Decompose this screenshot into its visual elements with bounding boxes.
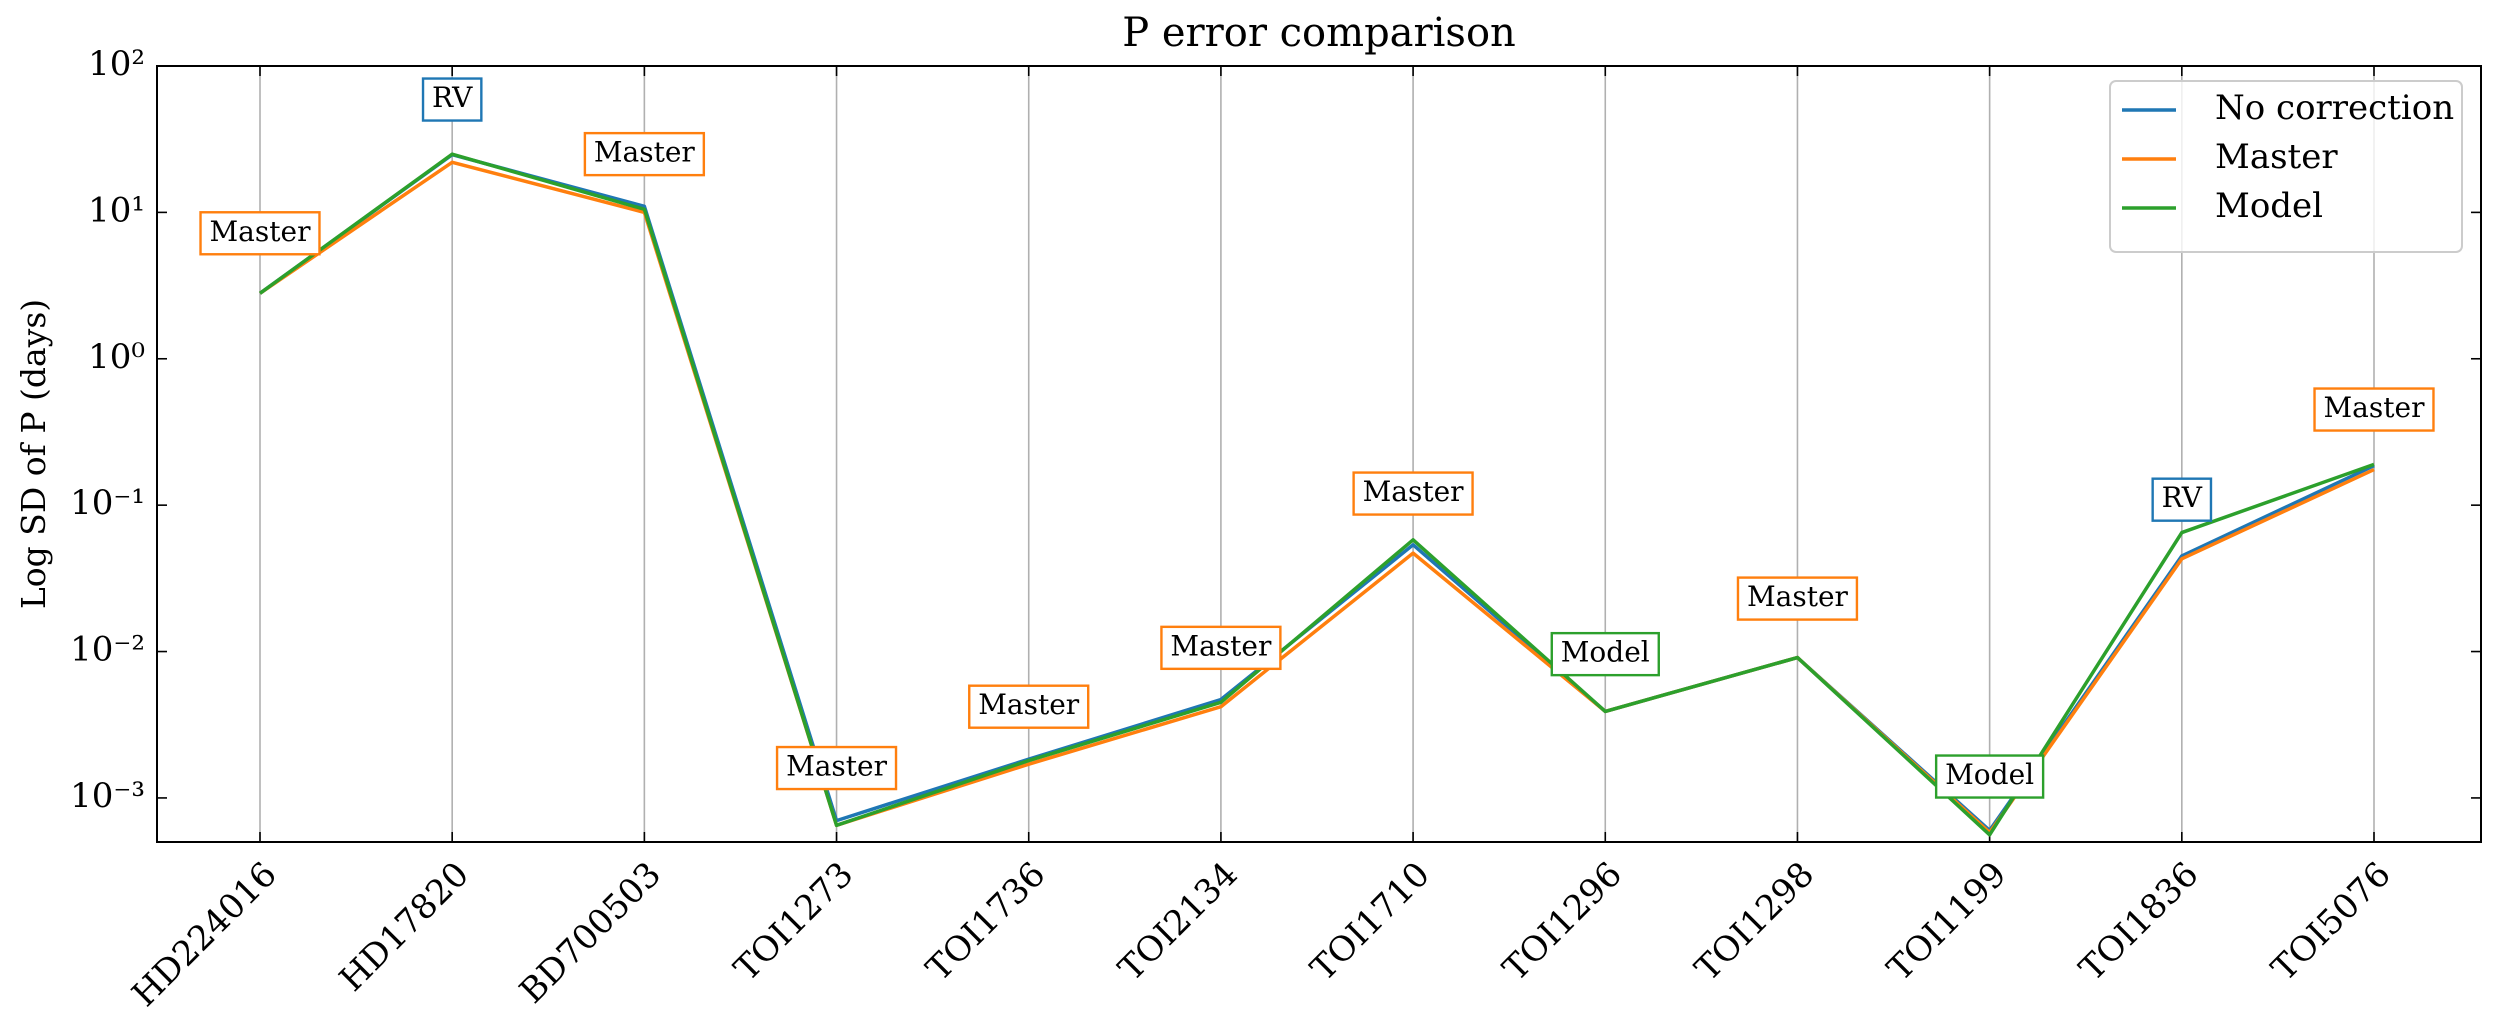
annotation-label: RV xyxy=(2162,481,2203,514)
annotation-box xyxy=(1160,625,1282,671)
annotation-label: Master xyxy=(786,750,888,783)
x-tick-label: TOI1199 xyxy=(1880,854,2015,989)
y-tick-label: 10¹ xyxy=(88,190,145,230)
annotation: RV xyxy=(2151,477,2213,522)
annotation: Master xyxy=(1352,471,1474,516)
annotation: Master xyxy=(2313,387,2435,432)
annotation-box xyxy=(1934,754,2045,799)
annotation-box xyxy=(583,131,706,177)
x-tick-label: TOI5076 xyxy=(2264,854,2399,989)
x-tick-label: TOI2134 xyxy=(1111,854,1246,989)
annotation-label: Master xyxy=(1747,580,1849,613)
chart-title: P error comparison xyxy=(1122,10,1516,56)
annotation-box xyxy=(968,684,1090,729)
x-tick-label: BD700503 xyxy=(512,854,669,1011)
x-tick-label: HD17820 xyxy=(332,854,477,999)
annotation-box xyxy=(1352,471,1474,516)
x-tick-label: HD224016 xyxy=(124,854,284,1014)
x-tick-label: TOI1736 xyxy=(919,854,1054,989)
annotation-box xyxy=(2313,387,2435,432)
annotation: Master xyxy=(775,745,898,791)
annotation-box xyxy=(2151,477,2213,522)
annotation-label: RV xyxy=(432,81,473,114)
annotation: Master xyxy=(583,131,706,177)
annotation-label: Master xyxy=(2324,391,2426,424)
annotation: Model xyxy=(1550,631,1660,677)
legend-box xyxy=(2109,80,2463,253)
y-tick-label: 10⁰ xyxy=(88,337,145,377)
plot-frame xyxy=(156,65,2482,843)
legend-label: Model xyxy=(2215,186,2323,226)
y-tick-label: 10⁻² xyxy=(70,630,145,670)
annotation-label: Master xyxy=(1170,629,1272,662)
annotation-box xyxy=(775,745,898,791)
x-tick-label: TOI1836 xyxy=(2072,854,2207,989)
x-tick-label: TOI1273 xyxy=(727,854,862,989)
annotation: Model xyxy=(1934,754,2045,799)
legend-label: No correction xyxy=(2215,88,2454,128)
annotation: Master xyxy=(968,684,1090,729)
y-axis-label: Log SD of P (days) xyxy=(14,299,53,609)
annotation: Master xyxy=(1160,625,1282,671)
annotation: Master xyxy=(1736,576,1859,621)
annotation-label: Master xyxy=(594,136,696,169)
x-tick-label: TOI1298 xyxy=(1687,854,1822,989)
annotation-label: Master xyxy=(1363,475,1465,508)
annotation-label: Master xyxy=(978,688,1080,721)
legend-label: Master xyxy=(2215,137,2338,177)
annotation: Master xyxy=(199,211,321,256)
x-tick-label: TOI1710 xyxy=(1303,854,1438,989)
y-tick-label: 10² xyxy=(88,44,145,84)
annotation-box xyxy=(1550,631,1660,677)
annotation-label: Model xyxy=(1945,758,2034,791)
annotation-box xyxy=(421,77,483,122)
annotation-box xyxy=(199,211,321,256)
annotation-label: Model xyxy=(1561,636,1650,669)
y-tick-label: 10⁻³ xyxy=(70,776,145,816)
annotation-label: Master xyxy=(210,215,312,248)
y-tick-label: 10⁻¹ xyxy=(70,483,145,523)
x-tick-label: TOI1296 xyxy=(1495,854,1630,989)
annotation: RV xyxy=(421,77,483,122)
annotation-box xyxy=(1736,576,1859,621)
